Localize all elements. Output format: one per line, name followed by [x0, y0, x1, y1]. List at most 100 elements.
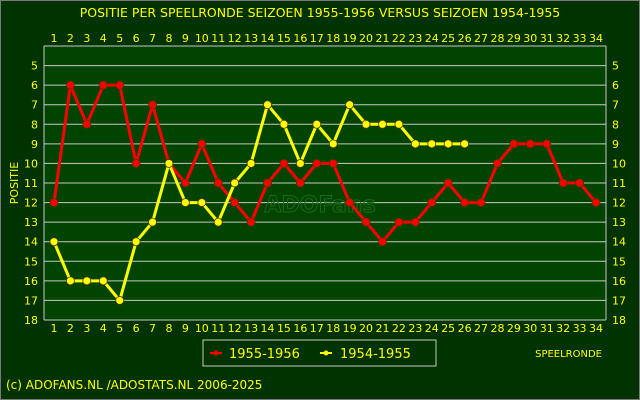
data-point [443, 178, 453, 188]
data-point [115, 296, 125, 305]
x-tick-label-bottom: 20 [359, 322, 373, 335]
x-tick-label-top: 31 [540, 32, 554, 45]
x-tick-label-bottom: 28 [490, 322, 504, 335]
y-tick-label-left: 14 [24, 236, 38, 249]
data-point [345, 198, 355, 207]
x-tick-label-bottom: 29 [507, 322, 521, 335]
data-point [328, 139, 338, 149]
data-point [246, 217, 256, 227]
y-tick-label-left: 10 [24, 157, 38, 170]
y-tick-label-left: 9 [31, 138, 38, 151]
data-point [230, 178, 240, 188]
x-tick-label-bottom: 19 [343, 322, 357, 335]
series-layer [49, 80, 601, 305]
x-tick-label-bottom: 14 [261, 322, 275, 335]
data-point [180, 178, 190, 188]
legend-label-1955: 1955-1956 [229, 347, 300, 362]
legend-marker-1954 [323, 350, 329, 356]
x-tick-label-bottom: 16 [293, 322, 307, 335]
data-point [443, 139, 453, 149]
data-point [361, 119, 371, 129]
x-tick-label-top: 25 [441, 32, 455, 45]
data-point [394, 217, 404, 227]
legend: 1955-1956 1954-1955 [202, 339, 437, 367]
data-point [263, 100, 272, 110]
data-point [542, 139, 552, 149]
data-point [345, 100, 355, 110]
x-tick-label-top: 6 [133, 32, 140, 45]
x-tick-label-bottom: 4 [100, 322, 107, 335]
data-point [148, 100, 157, 110]
x-tick-label-bottom: 7 [149, 322, 156, 335]
data-point [361, 217, 371, 227]
data-point [525, 139, 535, 149]
x-tick-label-bottom: 24 [425, 322, 439, 335]
y-tick-label-left: 7 [31, 99, 38, 112]
data-point [197, 139, 207, 149]
legend-label-1954: 1954-1955 [340, 347, 411, 362]
data-point [49, 198, 59, 207]
series-line [52, 83, 598, 244]
x-tick-label-top: 34 [589, 32, 603, 45]
data-point [66, 80, 75, 90]
y-tick-label-right: 7 [612, 99, 619, 112]
data-point [180, 198, 190, 207]
footer-copyright: (c) ADOFANS.NL /ADOSTATS.NL 2006-2025 [6, 378, 262, 392]
x-tick-label-top: 22 [392, 32, 406, 45]
y-tick-label-right: 11 [612, 177, 626, 190]
y-tick-label-right: 9 [612, 138, 619, 151]
data-point [378, 119, 387, 129]
y-tick-labels-left: 5 6 7 8 9 10 11 12 13 14 15 16 17 18 [24, 60, 38, 327]
y-tick-label-right: 15 [612, 255, 626, 268]
data-point [279, 159, 289, 168]
data-point [295, 178, 305, 188]
x-tick-label-bottom: 33 [573, 322, 587, 335]
y-tick-label-right: 18 [612, 314, 626, 327]
y-tick-label-right: 17 [612, 294, 626, 307]
x-tick-label-top: 33 [573, 32, 587, 45]
x-tick-label-bottom: 9 [182, 322, 189, 335]
x-tick-label-bottom: 2 [67, 322, 74, 335]
x-tick-label-bottom: 32 [556, 322, 570, 335]
data-point [164, 159, 174, 168]
data-point [66, 276, 75, 286]
x-tick-label-top: 19 [343, 32, 357, 45]
x-tick-label-bottom: 17 [310, 322, 324, 335]
y-tick-label-right: 5 [612, 60, 619, 73]
data-point [148, 217, 157, 227]
y-tick-label-left: 16 [24, 275, 38, 288]
y-tick-label-left: 12 [24, 197, 38, 210]
x-tick-label-top: 9 [182, 32, 189, 45]
y-tick-label-right: 14 [612, 236, 626, 249]
x-tick-label-top: 27 [474, 32, 488, 45]
x-tick-label-top: 15 [277, 32, 291, 45]
data-point [98, 80, 108, 90]
x-tick-label-top: 1 [51, 32, 58, 45]
data-point [49, 237, 59, 247]
x-tick-label-top: 18 [326, 32, 340, 45]
y-tick-label-left: 6 [31, 79, 38, 92]
data-point [131, 237, 141, 247]
y-tick-label-right: 12 [612, 197, 626, 210]
x-axis-label: SPEELRONDE [535, 349, 602, 360]
data-point [263, 178, 272, 188]
y-tick-label-right: 8 [612, 118, 619, 131]
x-tick-label-top: 23 [408, 32, 422, 45]
x-tick-label-top: 12 [228, 32, 242, 45]
data-point [476, 198, 486, 207]
data-point [295, 159, 305, 168]
y-tick-label-left: 18 [24, 314, 38, 327]
data-point [82, 276, 92, 286]
data-point [591, 198, 601, 207]
data-point [312, 159, 322, 168]
legend-box [202, 339, 437, 367]
x-tick-label-bottom: 22 [392, 322, 406, 335]
x-tick-label-top: 10 [195, 32, 209, 45]
x-tick-label-top: 17 [310, 32, 324, 45]
y-tick-label-right: 10 [612, 157, 626, 170]
x-tick-label-bottom: 12 [228, 322, 242, 335]
data-point [230, 198, 240, 207]
y-tick-label-left: 17 [24, 294, 38, 307]
x-tick-label-bottom: 18 [326, 322, 340, 335]
